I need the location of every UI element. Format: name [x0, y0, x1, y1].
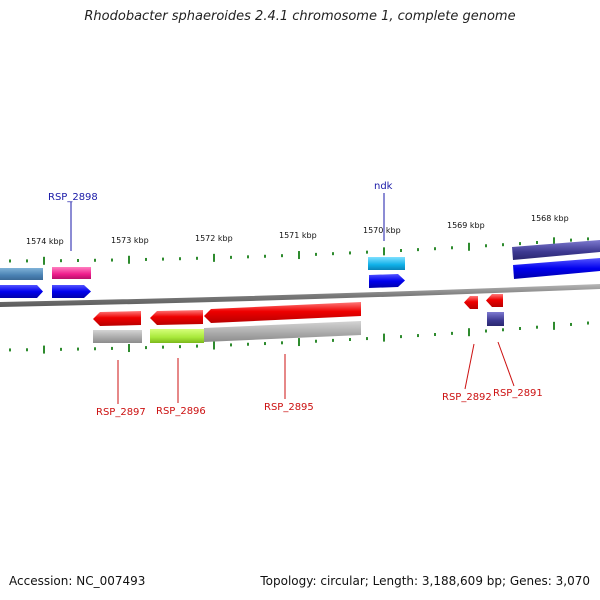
accession-text: Accession: NC_007493: [9, 574, 146, 588]
gene-arrow-reverse[interactable]: [150, 310, 203, 325]
gene-label-rsp-2892[interactable]: RSP_2892: [442, 392, 492, 403]
cog-feature-lime[interactable]: [150, 329, 204, 343]
label-leader-line: [497, 341, 515, 387]
gene-label-rsp-2891[interactable]: RSP_2891: [493, 388, 543, 399]
scale-label: 1573 kbp: [111, 236, 149, 245]
scale-label: 1569 kbp: [447, 221, 485, 230]
scale-label: 1570 kbp: [363, 226, 401, 235]
gene-label-rsp-2897[interactable]: RSP_2897: [96, 407, 146, 418]
gene-label-ndk[interactable]: ndk: [374, 181, 393, 192]
map-title: Rhodobacter sphaeroides 2.4.1 chromosome…: [84, 9, 516, 24]
cog-feature-purple[interactable]: [487, 312, 504, 326]
gene-label-rsp-2898[interactable]: RSP_2898: [48, 192, 98, 203]
cog-feature-cyan[interactable]: [368, 257, 405, 270]
scale-label: 1568 kbp: [531, 214, 569, 223]
cog-feature-steel[interactable]: [0, 268, 43, 280]
gene-arrow-reverse[interactable]: [204, 302, 361, 323]
gene-arrow-reverse[interactable]: [486, 294, 503, 307]
topology-summary: Topology: circular; Length: 3,188,609 bp…: [260, 574, 590, 588]
gene-arrow-forward[interactable]: [52, 285, 91, 298]
gene-label-rsp-2895[interactable]: RSP_2895: [264, 402, 314, 413]
gene-arrow-forward[interactable]: [513, 258, 600, 279]
gene-arrow-forward[interactable]: [369, 274, 405, 288]
scale-label: 1571 kbp: [279, 231, 317, 240]
gene-label-rsp-2896[interactable]: RSP_2896: [156, 406, 206, 417]
scale-ticks-bottom: [9, 321, 589, 354]
scale-label: 1574 kbp: [26, 237, 64, 246]
cog-feature-pink[interactable]: [52, 267, 91, 279]
label-leader-line: [464, 343, 475, 390]
cog-feature-grey[interactable]: [93, 330, 142, 343]
scale-label: 1572 kbp: [195, 234, 233, 243]
scale-ticks-top: [9, 237, 589, 265]
cog-feature-grey[interactable]: [204, 321, 361, 342]
gene-arrow-reverse[interactable]: [464, 296, 478, 309]
gene-arrow-reverse[interactable]: [93, 311, 141, 326]
chromosome-backbone: [0, 284, 600, 307]
cog-feature-purple[interactable]: [512, 240, 600, 260]
gene-arrow-forward[interactable]: [0, 285, 43, 298]
